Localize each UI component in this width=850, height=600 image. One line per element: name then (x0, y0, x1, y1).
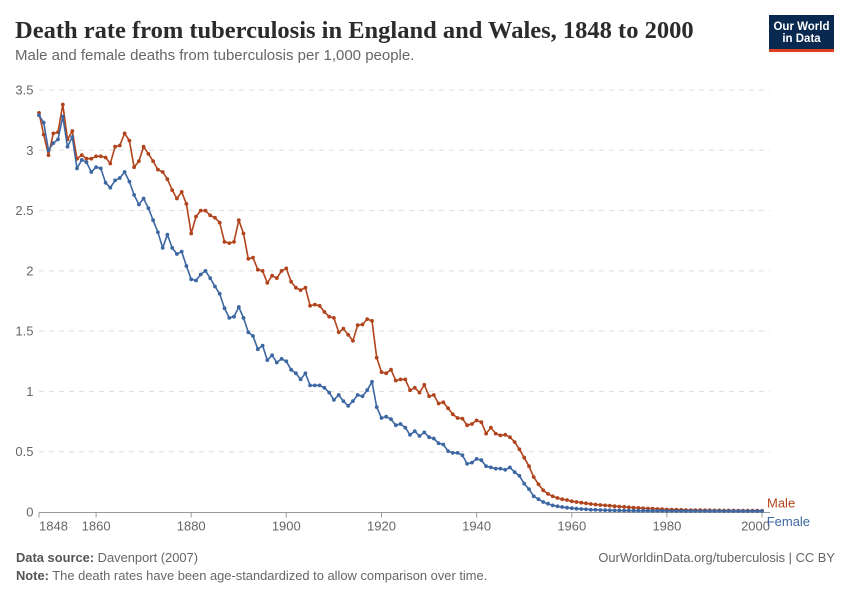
svg-text:2000: 2000 (741, 519, 770, 534)
svg-text:1940: 1940 (462, 519, 491, 534)
svg-text:Female: Female (767, 514, 810, 529)
svg-text:1900: 1900 (272, 519, 301, 534)
svg-text:0: 0 (26, 505, 33, 520)
svg-text:3: 3 (26, 143, 33, 158)
svg-text:1848: 1848 (39, 519, 68, 534)
svg-text:Male: Male (767, 495, 795, 510)
svg-text:2: 2 (26, 263, 33, 278)
svg-text:2.5: 2.5 (15, 203, 33, 218)
svg-text:1920: 1920 (367, 519, 396, 534)
svg-text:1860: 1860 (82, 519, 111, 534)
svg-text:1.5: 1.5 (15, 324, 33, 339)
svg-text:1: 1 (26, 384, 33, 399)
svg-text:1960: 1960 (557, 519, 586, 534)
svg-text:3.5: 3.5 (15, 83, 33, 98)
svg-text:1880: 1880 (177, 519, 206, 534)
svg-text:0.5: 0.5 (15, 444, 33, 459)
svg-text:1980: 1980 (652, 519, 681, 534)
